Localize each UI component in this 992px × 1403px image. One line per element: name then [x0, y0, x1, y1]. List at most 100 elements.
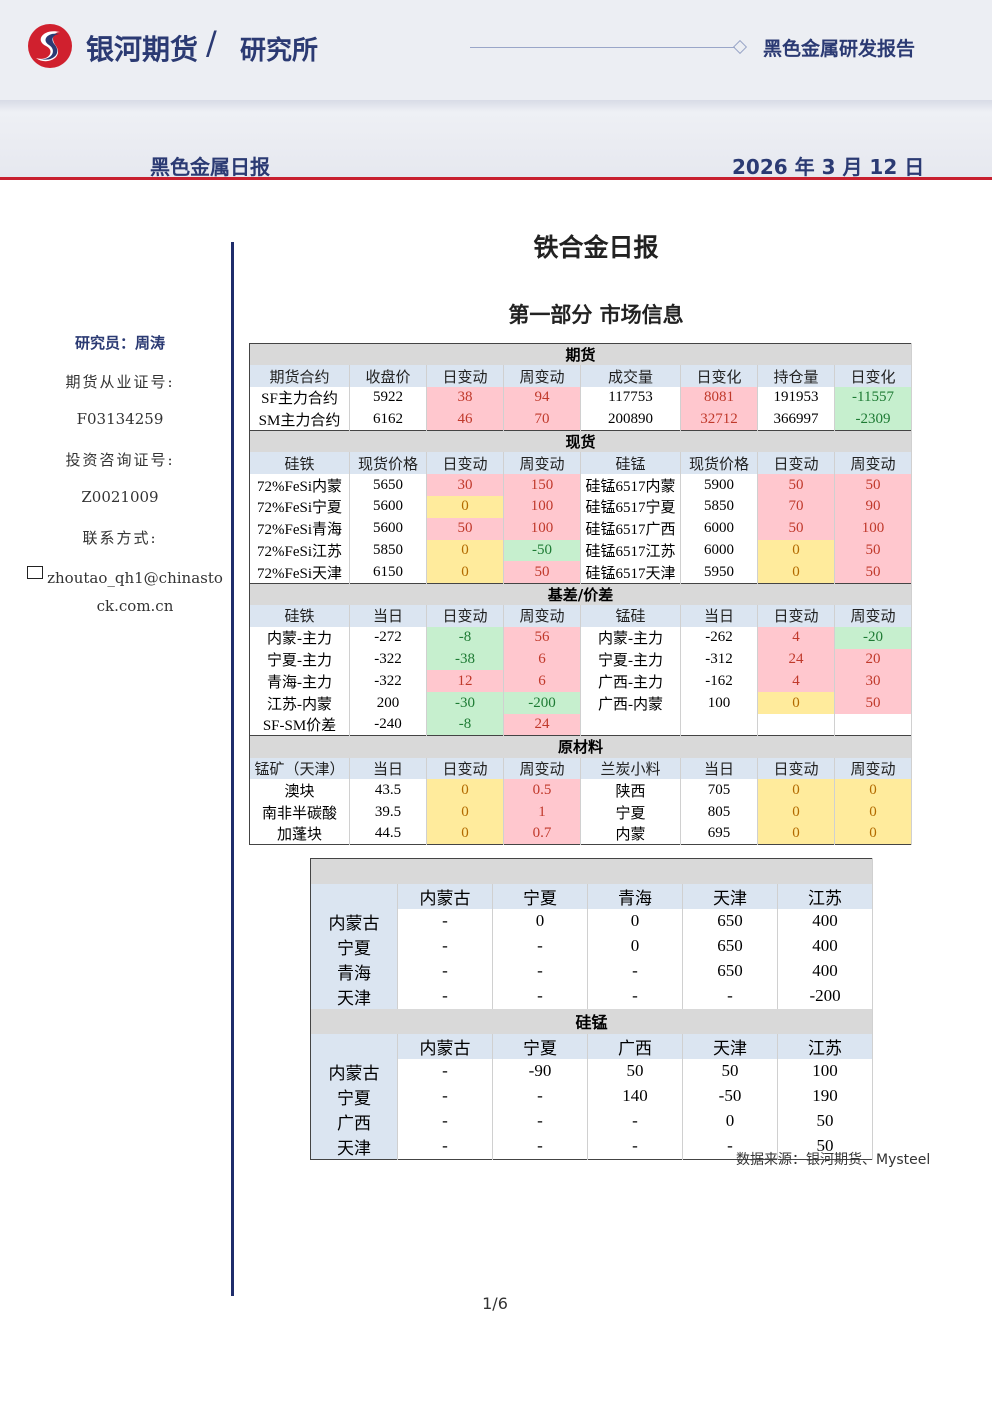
- cell: 6000: [680, 539, 758, 562]
- cell: 0: [587, 908, 683, 934]
- cell: 5650: [349, 474, 427, 497]
- section-title: 硅锰: [310, 1008, 874, 1034]
- cell: -20: [834, 626, 913, 649]
- cell: -8: [426, 714, 504, 736]
- contact-label: 联系方式:: [82, 529, 158, 547]
- cell: 400: [777, 933, 874, 959]
- cell: -240: [349, 714, 427, 736]
- cell: 青海-主力: [249, 670, 350, 693]
- cell: 100: [680, 692, 758, 715]
- data-row: SM主力合约 6162 46 70 200890 32712 366997 -2309: [249, 408, 913, 431]
- header-cell: 内蒙古: [397, 883, 493, 909]
- cell: 100: [834, 517, 913, 540]
- cell: 广西-主力: [580, 670, 681, 693]
- corner-cell: [310, 1033, 398, 1059]
- cell: 50: [682, 1058, 778, 1084]
- header-cell: 日变动: [426, 365, 504, 388]
- cell: 44.5: [349, 823, 427, 845]
- cell: 200: [349, 692, 427, 715]
- cell: 南非半碳酸: [249, 801, 350, 824]
- cell: 200890: [580, 408, 681, 431]
- cell: 加蓬块: [249, 823, 350, 845]
- cell: 6: [503, 670, 581, 693]
- cell: 650: [682, 958, 778, 984]
- header-cell: 天津: [682, 883, 778, 909]
- header-cell: 江苏: [777, 1033, 874, 1059]
- cell: 5850: [349, 539, 427, 562]
- header-cell: 周变动: [503, 605, 581, 627]
- header-cell: 日变动: [757, 605, 835, 627]
- cell: 100: [503, 496, 581, 518]
- header-row: 内蒙古 宁夏 广西 天津 江苏: [310, 1033, 874, 1059]
- empty-cell: [834, 714, 913, 736]
- data-row: 天津 - - - -50: [310, 1133, 874, 1159]
- cell: 4: [757, 670, 835, 693]
- source: 数据来源：银河期货、Mysteel: [736, 1152, 931, 1168]
- cell: 72%FeSi江苏: [249, 539, 350, 562]
- cell: -262: [680, 626, 758, 649]
- data-row: 宁夏 - -140 -50 190: [310, 1083, 874, 1109]
- cell: 50: [777, 1133, 874, 1159]
- cell: 50: [757, 474, 835, 497]
- cell: 6150: [349, 561, 427, 584]
- cell: -: [682, 1133, 778, 1159]
- section-title: 第一部分 市场信息: [508, 303, 684, 327]
- data-row: SF主力合约 5922 38 94 117753 8081 191953 -11557: [249, 387, 913, 409]
- cell: -: [492, 1083, 588, 1109]
- cell: 宁夏: [580, 801, 681, 824]
- header-cell: 日变化: [834, 365, 913, 388]
- cell: 0: [587, 933, 683, 959]
- cell: 30: [834, 670, 913, 693]
- header-cell: 周变动: [503, 452, 581, 475]
- cell: 50: [757, 517, 835, 540]
- cell: 硅锰6517江苏: [580, 539, 681, 562]
- cell: 0.5: [503, 779, 581, 802]
- row-label: 宁夏: [310, 933, 398, 959]
- cell: -162: [680, 670, 758, 693]
- cell: -90: [492, 1058, 588, 1084]
- header-cell: 周变动: [503, 757, 581, 780]
- cell: 191953: [757, 387, 835, 409]
- cell: 0: [426, 779, 504, 802]
- header-cell: 周变动: [503, 365, 581, 388]
- cell: 6: [503, 648, 581, 671]
- cell: 50: [587, 1058, 683, 1084]
- data-row: 江苏-内蒙 200 -30 -200 广西-内蒙 100 0 50: [249, 692, 913, 715]
- cell: -200: [503, 692, 581, 715]
- cell: -: [397, 983, 493, 1009]
- cell: 0: [426, 496, 504, 518]
- cell: 46: [426, 408, 504, 431]
- corner-cell: [310, 883, 398, 909]
- cell: -312: [680, 648, 758, 671]
- cell: -: [587, 983, 683, 1009]
- cell: 90: [834, 496, 913, 518]
- deco-line: [470, 47, 735, 48]
- cell: -: [682, 983, 778, 1009]
- cell: 43.5: [349, 779, 427, 802]
- cell: SF-SM价差: [249, 714, 350, 736]
- cell: 硅锰6517内蒙: [580, 474, 681, 497]
- spread-table: 内蒙古 宁夏 青海 天津 江苏 内蒙古 -0 0 650 400 宁夏 - -0 650 400 青海 - - -6…: [310, 858, 874, 1160]
- cell: -: [397, 933, 493, 959]
- logo: [28, 24, 72, 68]
- section-title: 原材料: [249, 735, 913, 758]
- cell: 0: [492, 908, 588, 934]
- header-cell: 当日: [680, 757, 758, 780]
- cell: 0: [757, 539, 835, 562]
- email: zhoutao_qh1@chinastock.com.cn: [47, 569, 223, 615]
- header-cell: 现货价格: [349, 452, 427, 475]
- data-row: 72%FeSi宁夏 5600 0 100 硅锰6517宁夏 5850 70 90: [249, 496, 913, 518]
- header-cell: 周变动: [834, 757, 913, 780]
- consult-label: 投资咨询证号:: [65, 451, 175, 469]
- data-row: 加蓬块 44.5 0 0.7 内蒙 695 0 0: [249, 823, 913, 845]
- row-label: 内蒙古: [310, 1058, 398, 1084]
- cell: -: [492, 983, 588, 1009]
- data-row: 宁夏-主力 -322 -38 6 宁夏-主力 -312 24 20: [249, 648, 913, 671]
- cell: 6000: [680, 517, 758, 540]
- cell: -: [587, 1133, 683, 1159]
- rule: [0, 177, 992, 180]
- market-table: 期货 期货合约 收盘价 日变动 周变动 成交量 日变化 持仓量 日变化 SF主力合约 5922 38 9…: [249, 343, 913, 846]
- cell: 72%FeSi天津: [249, 561, 350, 584]
- cell: -: [587, 958, 683, 984]
